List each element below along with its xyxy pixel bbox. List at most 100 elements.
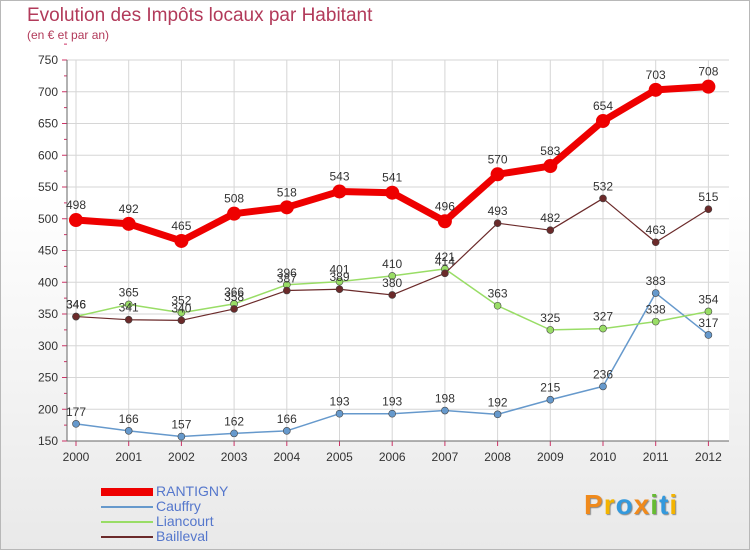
brand-letter: P	[584, 489, 604, 520]
data-point	[599, 194, 607, 203]
data-label: 410	[382, 257, 402, 271]
x-tick-label: 2003	[221, 450, 248, 464]
data-label: 541	[382, 171, 402, 185]
y-tick-label: 350	[38, 307, 58, 321]
data-label: 340	[171, 301, 191, 315]
data-label: 654	[593, 99, 613, 113]
data-point	[493, 301, 502, 310]
legend-swatch	[101, 506, 153, 508]
data-label: 515	[698, 190, 718, 204]
brand-logo: Proxiti	[584, 489, 678, 521]
data-point	[490, 167, 505, 182]
data-point	[335, 409, 344, 418]
data-label: 338	[646, 303, 666, 317]
data-label: 317	[698, 316, 718, 330]
data-label: 463	[646, 223, 666, 237]
data-point	[546, 226, 555, 234]
data-label: 583	[540, 144, 560, 158]
x-tick-label: 2004	[273, 450, 300, 464]
legend-label: Cauffry	[156, 498, 201, 514]
data-point	[388, 291, 397, 299]
data-point	[648, 82, 663, 97]
data-label: 414	[435, 254, 455, 268]
data-label: 346	[66, 298, 86, 312]
data-point	[177, 432, 186, 441]
data-point	[701, 79, 716, 94]
data-point	[651, 238, 660, 247]
data-label: 192	[488, 395, 508, 409]
data-label: 401	[329, 263, 349, 277]
data-label: 532	[593, 179, 613, 193]
data-point	[72, 420, 80, 428]
data-label: 493	[488, 204, 508, 218]
data-label: 498	[66, 198, 86, 212]
data-point	[121, 216, 136, 231]
data-point	[543, 159, 558, 174]
legend-label: Bailleval	[156, 528, 209, 544]
data-point	[282, 286, 291, 295]
y-tick-label: 450	[38, 244, 58, 258]
brand-letter: t	[659, 489, 670, 520]
data-label: 352	[171, 294, 191, 308]
data-point	[599, 324, 607, 333]
data-point	[596, 113, 610, 128]
data-point	[388, 409, 397, 418]
x-tick-label: 2010	[590, 450, 617, 464]
y-tick-label: 250	[38, 371, 58, 385]
data-point	[282, 427, 291, 435]
x-tick-label: 2009	[537, 450, 564, 464]
data-label: 421	[435, 250, 455, 264]
data-label: 193	[382, 395, 402, 409]
data-label: 366	[224, 285, 244, 299]
data-point	[599, 382, 607, 391]
data-label: 215	[540, 381, 560, 395]
data-label: 198	[435, 392, 455, 406]
data-label: 166	[119, 412, 139, 426]
data-label: 157	[171, 418, 191, 432]
legend-swatch	[101, 521, 153, 523]
data-label: 354	[698, 292, 718, 306]
data-point	[72, 312, 80, 321]
x-tick-label: 2012	[695, 450, 722, 464]
legend-swatch	[101, 536, 153, 538]
data-label: 162	[224, 414, 244, 428]
data-label: 327	[593, 310, 613, 324]
brand-letter: x	[633, 489, 651, 520]
data-point	[385, 185, 400, 200]
chart-subtitle: (en € et par an)	[27, 28, 110, 42]
data-point	[69, 213, 83, 228]
y-tick-label: 650	[38, 117, 58, 131]
x-tick-label: 2001	[115, 450, 142, 464]
brand-letter: i	[650, 489, 660, 520]
data-label: 389	[329, 270, 349, 284]
data-label: 703	[646, 68, 666, 82]
brand-letter: r	[603, 489, 616, 520]
brand-letter: o	[615, 489, 634, 520]
data-label: 166	[277, 412, 297, 426]
data-label: 543	[329, 169, 349, 183]
data-label: 365	[119, 285, 139, 299]
data-point	[704, 307, 713, 316]
data-point	[546, 395, 555, 404]
legend-label: RANTIGNY	[156, 483, 229, 499]
data-point	[177, 308, 186, 317]
data-point	[124, 300, 133, 309]
data-point	[227, 206, 242, 221]
legend-label: Liancourt	[156, 513, 214, 529]
data-label: 236	[593, 367, 613, 381]
data-point	[174, 233, 189, 248]
data-label: 396	[277, 266, 297, 280]
x-tick-label: 2011	[643, 450, 669, 464]
data-label: 363	[488, 287, 508, 301]
data-label: 482	[540, 211, 560, 225]
data-point	[332, 184, 347, 199]
data-point	[388, 272, 397, 280]
legend-swatch	[101, 488, 153, 496]
data-point	[124, 315, 133, 324]
data-point	[177, 316, 186, 325]
data-point	[335, 277, 344, 286]
data-point	[437, 214, 452, 229]
data-point	[651, 289, 660, 297]
